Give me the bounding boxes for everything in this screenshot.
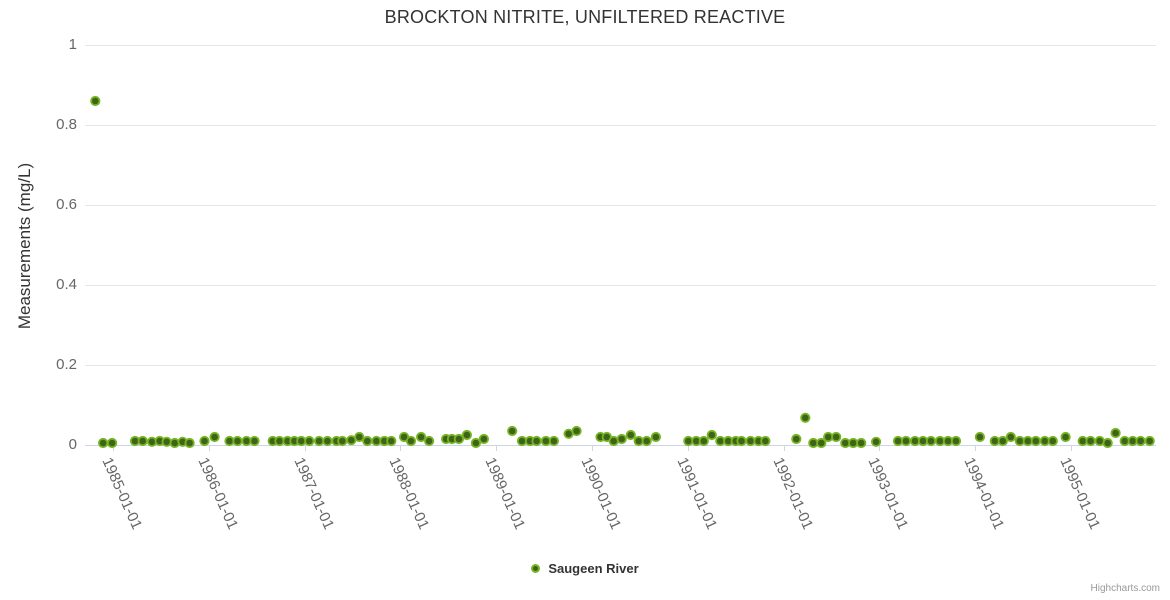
data-point[interactable] — [760, 435, 771, 447]
data-point[interactable] — [900, 435, 912, 447]
data-point[interactable] — [354, 431, 365, 443]
data-point[interactable] — [925, 435, 937, 447]
data-point[interactable] — [232, 435, 243, 447]
data-point[interactable] — [616, 433, 627, 445]
data-point[interactable] — [107, 437, 118, 449]
data-point[interactable] — [405, 435, 417, 447]
data-point[interactable] — [831, 431, 842, 443]
data-point[interactable] — [870, 436, 882, 447]
data-point[interactable] — [625, 429, 636, 441]
data-point[interactable] — [507, 425, 518, 437]
y-axis-tick-label: 0 — [68, 436, 77, 453]
data-point[interactable] — [791, 433, 802, 445]
data-point[interactable] — [706, 429, 717, 441]
data-point[interactable] — [184, 437, 195, 449]
data-point[interactable] — [1144, 435, 1155, 447]
data-point[interactable] — [1047, 435, 1058, 447]
legend-marker-icon — [531, 564, 541, 573]
y-axis-tick-label: 0.8 — [56, 116, 77, 133]
data-point[interactable] — [322, 435, 333, 447]
data-point[interactable] — [1110, 427, 1121, 439]
data-point[interactable] — [304, 435, 315, 447]
highcharts-credits-link[interactable]: Highcharts.com — [1090, 583, 1160, 594]
data-point[interactable] — [461, 429, 472, 441]
data-point[interactable] — [1005, 431, 1016, 443]
data-point[interactable] — [698, 435, 709, 447]
data-point[interactable] — [1060, 431, 1071, 443]
data-point[interactable] — [199, 435, 210, 447]
data-point[interactable] — [608, 435, 619, 447]
data-point[interactable] — [470, 437, 481, 449]
data-point[interactable] — [548, 435, 560, 447]
data-point[interactable] — [816, 437, 827, 449]
data-point[interactable] — [856, 437, 867, 449]
y-axis-tick-label: 0.2 — [56, 356, 77, 373]
data-point[interactable] — [950, 435, 962, 447]
data-point[interactable] — [650, 431, 662, 443]
chart-title: BROCKTON NITRITE, UNFILTERED REACTIVE — [384, 7, 786, 27]
data-point[interactable] — [1094, 435, 1105, 447]
data-point[interactable] — [249, 435, 260, 447]
data-point[interactable] — [98, 437, 109, 449]
data-point[interactable] — [736, 435, 747, 447]
data-point[interactable] — [1085, 435, 1096, 447]
data-point[interactable] — [1030, 435, 1041, 447]
data-point[interactable] — [1102, 437, 1113, 449]
y-axis-tick-label: 0.6 — [56, 196, 77, 213]
data-point[interactable] — [337, 435, 348, 447]
data-point[interactable] — [386, 435, 397, 447]
data-point[interactable] — [453, 433, 464, 445]
data-point[interactable] — [90, 95, 101, 107]
data-point[interactable] — [974, 431, 986, 443]
data-point[interactable] — [362, 435, 373, 447]
data-point[interactable] — [313, 435, 325, 447]
legend-label: Saugeen River — [548, 561, 639, 576]
data-point[interactable] — [1135, 435, 1146, 447]
data-point[interactable] — [415, 431, 427, 443]
data-point[interactable] — [997, 435, 1008, 447]
y-axis-tick-label: 0.4 — [56, 276, 77, 293]
data-point[interactable] — [137, 435, 148, 447]
data-point[interactable] — [800, 412, 811, 423]
data-point[interactable] — [161, 436, 172, 447]
y-axis-tick-label: 1 — [68, 36, 77, 53]
legend[interactable]: Saugeen River — [0, 561, 1170, 576]
data-point[interactable] — [169, 437, 180, 449]
data-point[interactable] — [571, 425, 582, 437]
data-point[interactable] — [423, 435, 435, 447]
data-point[interactable] — [641, 435, 652, 447]
data-point[interactable] — [478, 433, 489, 445]
data-point[interactable] — [209, 431, 220, 443]
data-point[interactable] — [531, 435, 542, 447]
